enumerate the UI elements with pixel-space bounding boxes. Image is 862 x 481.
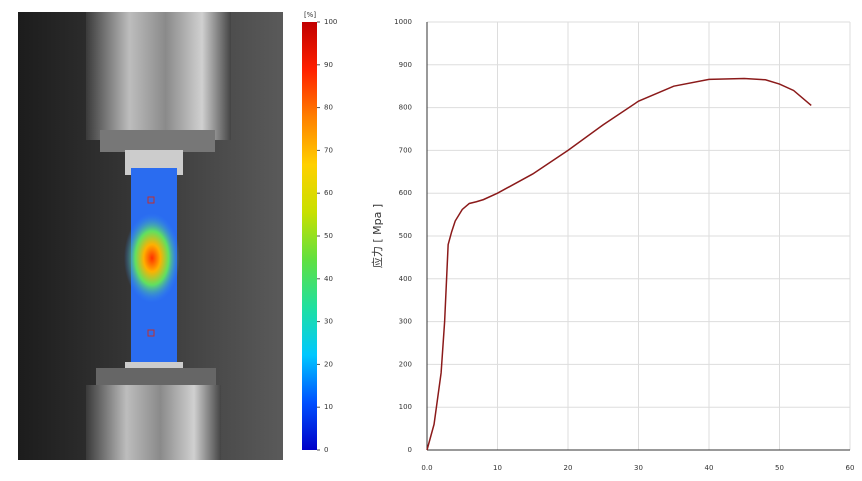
x-tick-label: 40 — [705, 464, 714, 472]
x-tick-label: 60 — [846, 464, 855, 472]
x-tick-label: 0.0 — [421, 464, 432, 472]
colorbar-label: [%] — [304, 11, 316, 19]
colorbar-tick-label: 100 — [324, 18, 337, 26]
colorbar-tick-label: 40 — [324, 275, 333, 283]
y-tick-label: 500 — [399, 232, 412, 240]
y-tick-label: 300 — [399, 318, 412, 326]
y-tick-label: 200 — [399, 360, 412, 368]
x-tick-label: 10 — [493, 464, 502, 472]
colorbar-tick-label: 90 — [324, 61, 333, 69]
colorbar-tick-label: 30 — [324, 318, 333, 326]
colorbar-tick-label: 60 — [324, 189, 333, 197]
y-tick-label: 900 — [399, 61, 412, 69]
colorbar-tick-label: 20 — [324, 360, 333, 368]
x-tick-label: 30 — [634, 464, 643, 472]
y-tick-label: 800 — [399, 104, 412, 112]
x-tick-label: 20 — [564, 464, 573, 472]
y-tick-label: 100 — [399, 403, 412, 411]
y-tick-label: 1000 — [394, 18, 412, 26]
colorbar-tick-label: 50 — [324, 232, 333, 240]
colorbar-ticks: 0 10 20 30 40 50 60 70 80 90 100 — [317, 18, 337, 454]
y-tick-label: 400 — [399, 275, 412, 283]
y-tick-label: 0 — [408, 446, 412, 454]
x-tick-label: 50 — [775, 464, 784, 472]
y-tick-label: 700 — [399, 146, 412, 154]
y-axis-label: 应力 [ Mpa ] — [370, 204, 384, 268]
specimen-photo — [18, 12, 283, 460]
colorbar-tick-label: 10 — [324, 403, 333, 411]
y-tick-label: 600 — [399, 189, 412, 197]
colorbar-tick-label: 0 — [324, 446, 328, 454]
data-line — [426, 77, 812, 451]
colorbar-tick-label: 80 — [324, 104, 333, 112]
stress-strain-chart: 0 100 200 300 400 500 600 700 800 900 1000 0.0 10 20 3… — [394, 18, 854, 472]
colorbar — [302, 22, 317, 450]
colorbar-tick-label: 70 — [324, 146, 333, 154]
